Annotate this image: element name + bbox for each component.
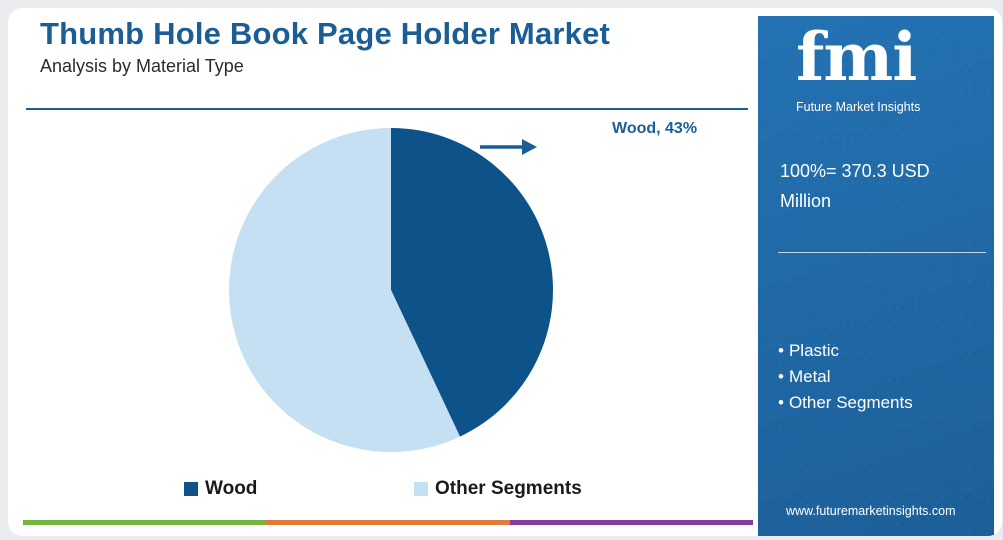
pie-chart: Wood, 43% bbox=[228, 120, 697, 452]
market-total: 100%= 370.3 USD Million bbox=[780, 161, 930, 211]
bottom-color-bar bbox=[23, 520, 753, 525]
website-link[interactable]: www.futuremarketinsights.com bbox=[786, 504, 956, 518]
pie-slice-other-segments bbox=[228, 128, 460, 452]
chart-card: Thumb Hole Book Page Holder Market Analy… bbox=[8, 8, 1002, 536]
callout-label: Wood, 43% bbox=[612, 120, 697, 137]
bar-segment-purple bbox=[509, 520, 753, 525]
bar-segment-orange bbox=[266, 520, 510, 525]
legend-item-other: Other Segments bbox=[414, 478, 582, 500]
legend-label-wood: Wood bbox=[205, 478, 258, 499]
callout-arrow bbox=[480, 139, 537, 155]
chart-subtitle: Analysis by Material Type bbox=[40, 56, 244, 76]
pie-slices bbox=[228, 128, 553, 452]
sidebar-divider bbox=[778, 252, 986, 253]
legend-swatch-other bbox=[414, 482, 428, 496]
segment-item: Plastic bbox=[778, 338, 913, 364]
title-divider bbox=[26, 108, 748, 110]
segment-item: Metal bbox=[778, 364, 913, 390]
logo-caption: Future Market Insights bbox=[796, 100, 921, 114]
legend-label-other: Other Segments bbox=[435, 478, 582, 499]
segment-list: Plastic Metal Other Segments bbox=[778, 338, 913, 416]
segment-item: Other Segments bbox=[778, 390, 913, 416]
legend-item-wood: Wood bbox=[184, 478, 257, 500]
pie-slice-wood bbox=[391, 128, 553, 437]
info-sidebar: fmi Future Market Insights 100%= 370.3 U… bbox=[758, 16, 994, 536]
fmi-logo: fmi Future Market Insights bbox=[796, 24, 966, 114]
chart-title: Thumb Hole Book Page Holder Market bbox=[40, 16, 611, 51]
bar-segment-green bbox=[23, 520, 267, 525]
legend-swatch-wood bbox=[184, 482, 198, 496]
logo-letters: fmi bbox=[796, 18, 917, 96]
